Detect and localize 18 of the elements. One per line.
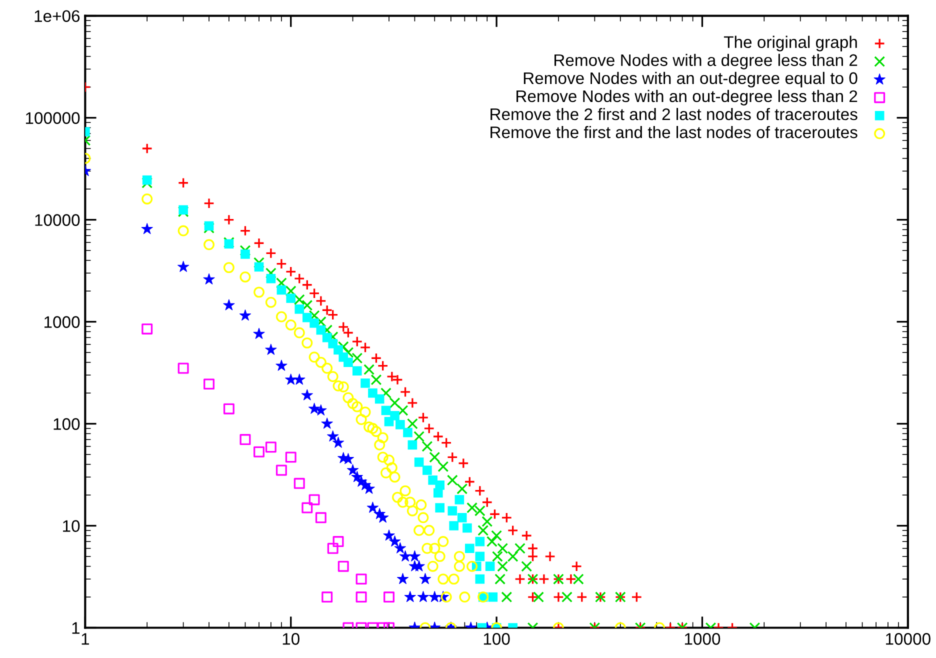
legend-label: Remove the first and the last nodes of traceroutes (490, 126, 858, 138)
y-tick-label: 100 (54, 418, 80, 430)
x-tick-label: 10 (282, 633, 300, 645)
legend-label: The original graph (724, 36, 857, 52)
legend-label: Remove Nodes with an out-degree equal to 0 (524, 72, 858, 88)
y-tick-label: 1e+06 (34, 10, 80, 22)
legend-label: Remove Nodes with a degree less than 2 (554, 54, 858, 70)
y-tick-label: 1 (72, 622, 80, 634)
legend-label: Remove Nodes with an out-degree less than 2 (516, 90, 858, 106)
y-tick-label: 100000 (26, 112, 80, 124)
x-tick-label: 1000 (684, 633, 720, 645)
legend-label: Remove the 2 first and 2 last nodes of traceroutes (490, 108, 858, 120)
y-tick-label: 10000 (35, 214, 80, 226)
x-tick-label: 100 (484, 633, 510, 645)
y-tick-label: 1000 (44, 316, 80, 328)
x-tick-label: 1 (82, 633, 89, 645)
y-tick-label: 10 (63, 520, 80, 532)
x-tick-label: 10000 (886, 633, 930, 645)
